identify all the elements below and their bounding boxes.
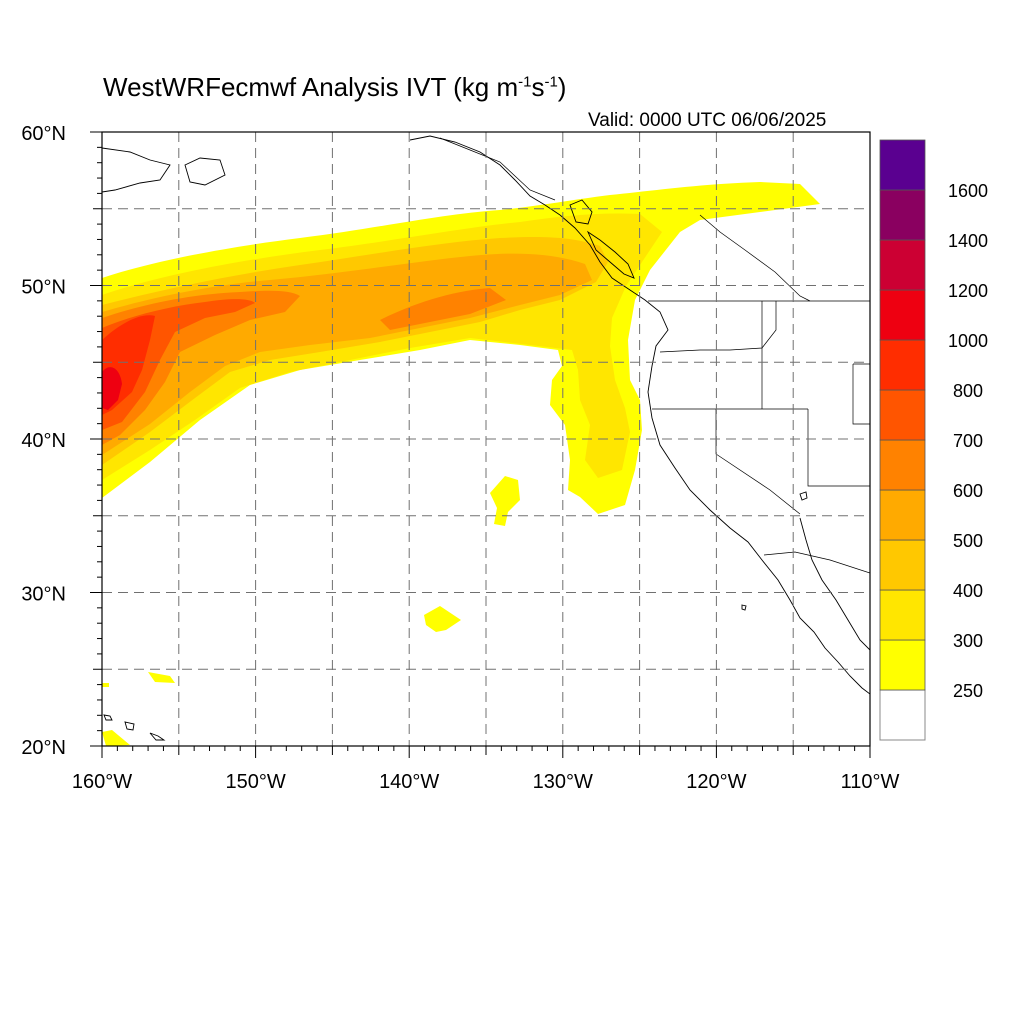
border-ut-wy (852, 363, 870, 425)
colorbar-label: 1400 (948, 231, 988, 251)
coastline-haida-gwaii (569, 199, 593, 225)
colorbar-swatch (879, 589, 926, 641)
colorbar-swatch (879, 389, 926, 441)
colorbar-label: 1200 (948, 281, 988, 301)
lon-tick-label: 160°W (72, 771, 132, 793)
colorbar-label: 300 (953, 631, 983, 651)
coastline-gulf-of-alaska (409, 135, 561, 216)
colorbar-swatch (879, 239, 926, 291)
border-wa-or (659, 301, 763, 353)
ivt-contour-250-blob-e (102, 683, 109, 687)
ivt-shading (102, 182, 820, 746)
lat-tick-label: 30°N (21, 584, 66, 606)
coastline-hawaii (103, 714, 166, 741)
colorbar: 250 300 400 500 600 700 800 1000 1200 1400 1600 (879, 139, 988, 741)
border-ca-nv (715, 409, 801, 515)
ivt-contour-250-blob-a (490, 476, 520, 526)
colorbar-swatch (879, 489, 926, 541)
border-nv-ut (807, 409, 870, 487)
colorbar-label: 500 (953, 531, 983, 551)
colorbar-swatch (879, 289, 926, 341)
colorbar-label: 700 (953, 431, 983, 451)
ivt-contour-1000 (102, 367, 122, 410)
lon-tick-label: 150°W (225, 771, 285, 793)
colorbar-swatch (879, 139, 926, 191)
colorbar-swatch-below (879, 689, 926, 741)
colorbar-swatch (879, 639, 926, 691)
coastline-guadalupe (741, 604, 747, 611)
colorbar-label: 1000 (948, 331, 988, 351)
ivt-contour-250-blob-c (148, 672, 175, 683)
colorbar-label: 600 (953, 481, 983, 501)
lon-tick-label: 130°W (533, 771, 593, 793)
colorbar-label: 800 (953, 381, 983, 401)
ivt-contour-600 (102, 288, 506, 445)
lat-tick-label: 60°N (21, 123, 66, 145)
colorbar-swatch (879, 439, 926, 491)
colorbar-label: 250 (953, 681, 983, 701)
colorbar-swatch (879, 539, 926, 591)
ivt-contour-250-blob-d (102, 730, 130, 746)
lon-tick-label: 110°W (841, 771, 900, 793)
border-alaska-canada (439, 137, 556, 201)
lon-tick-label: 140°W (379, 771, 439, 793)
coastline-vancouver-island (586, 230, 635, 279)
border-us-mexico (763, 551, 870, 574)
valid-time-label: Valid: 0000 UTC 06/06/2025 (588, 110, 827, 131)
coastline-alaska (102, 147, 226, 193)
border-bc-ab (699, 214, 811, 302)
colorbar-label: 1600 (948, 181, 988, 201)
lat-tick-label: 50°N (21, 277, 66, 299)
coastline-salton (799, 491, 808, 501)
lat-tick-label: 20°N (21, 737, 66, 759)
lon-tick-label: 120°W (686, 771, 746, 793)
ivt-contour-250-blob-b (424, 606, 461, 632)
colorbar-swatch (879, 189, 926, 241)
map-grid (102, 132, 870, 746)
border-id-mt (761, 301, 777, 409)
lat-tick-label: 40°N (21, 430, 66, 452)
map-title: WestWRFecmwf Analysis IVT (kg m-1s-1) (103, 72, 567, 102)
colorbar-swatch (879, 339, 926, 391)
map-axes: 160°W 150°W 140°W 130°W 120°W 110°W 60°N 50°N 40… (21, 123, 899, 793)
colorbar-label: 400 (953, 581, 983, 601)
coastline-baja-inner (799, 517, 870, 651)
